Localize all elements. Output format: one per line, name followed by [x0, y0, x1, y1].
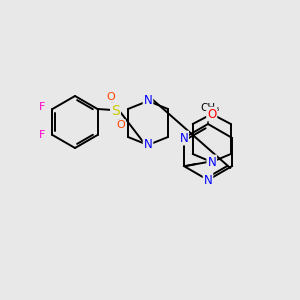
Text: N: N [179, 131, 188, 145]
Text: O: O [207, 107, 216, 121]
Text: N: N [207, 155, 216, 169]
Text: O: O [106, 92, 115, 102]
Text: N: N [144, 94, 152, 107]
Text: N: N [204, 173, 212, 187]
Text: O: O [116, 120, 125, 130]
Text: N: N [144, 139, 152, 152]
Text: F: F [39, 102, 46, 112]
Text: F: F [39, 130, 46, 140]
Text: CH₃: CH₃ [200, 103, 220, 113]
Text: S: S [111, 104, 120, 118]
